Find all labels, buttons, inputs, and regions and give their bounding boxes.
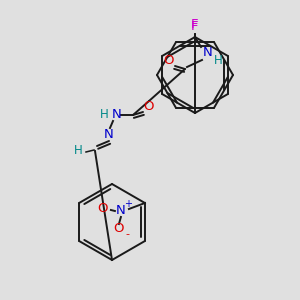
Text: O: O	[98, 202, 108, 215]
Text: H: H	[74, 145, 83, 158]
Text: H: H	[214, 55, 223, 68]
Text: F: F	[191, 19, 199, 32]
Text: +: +	[124, 199, 132, 209]
Text: N: N	[112, 109, 122, 122]
Text: N: N	[116, 205, 126, 218]
Text: H: H	[100, 109, 109, 122]
Text: O: O	[114, 223, 124, 236]
Text: N: N	[104, 128, 114, 142]
Text: F: F	[191, 20, 199, 34]
Text: N: N	[203, 46, 213, 59]
Text: O: O	[164, 55, 174, 68]
Text: -: -	[126, 229, 130, 239]
Text: O: O	[144, 100, 154, 113]
